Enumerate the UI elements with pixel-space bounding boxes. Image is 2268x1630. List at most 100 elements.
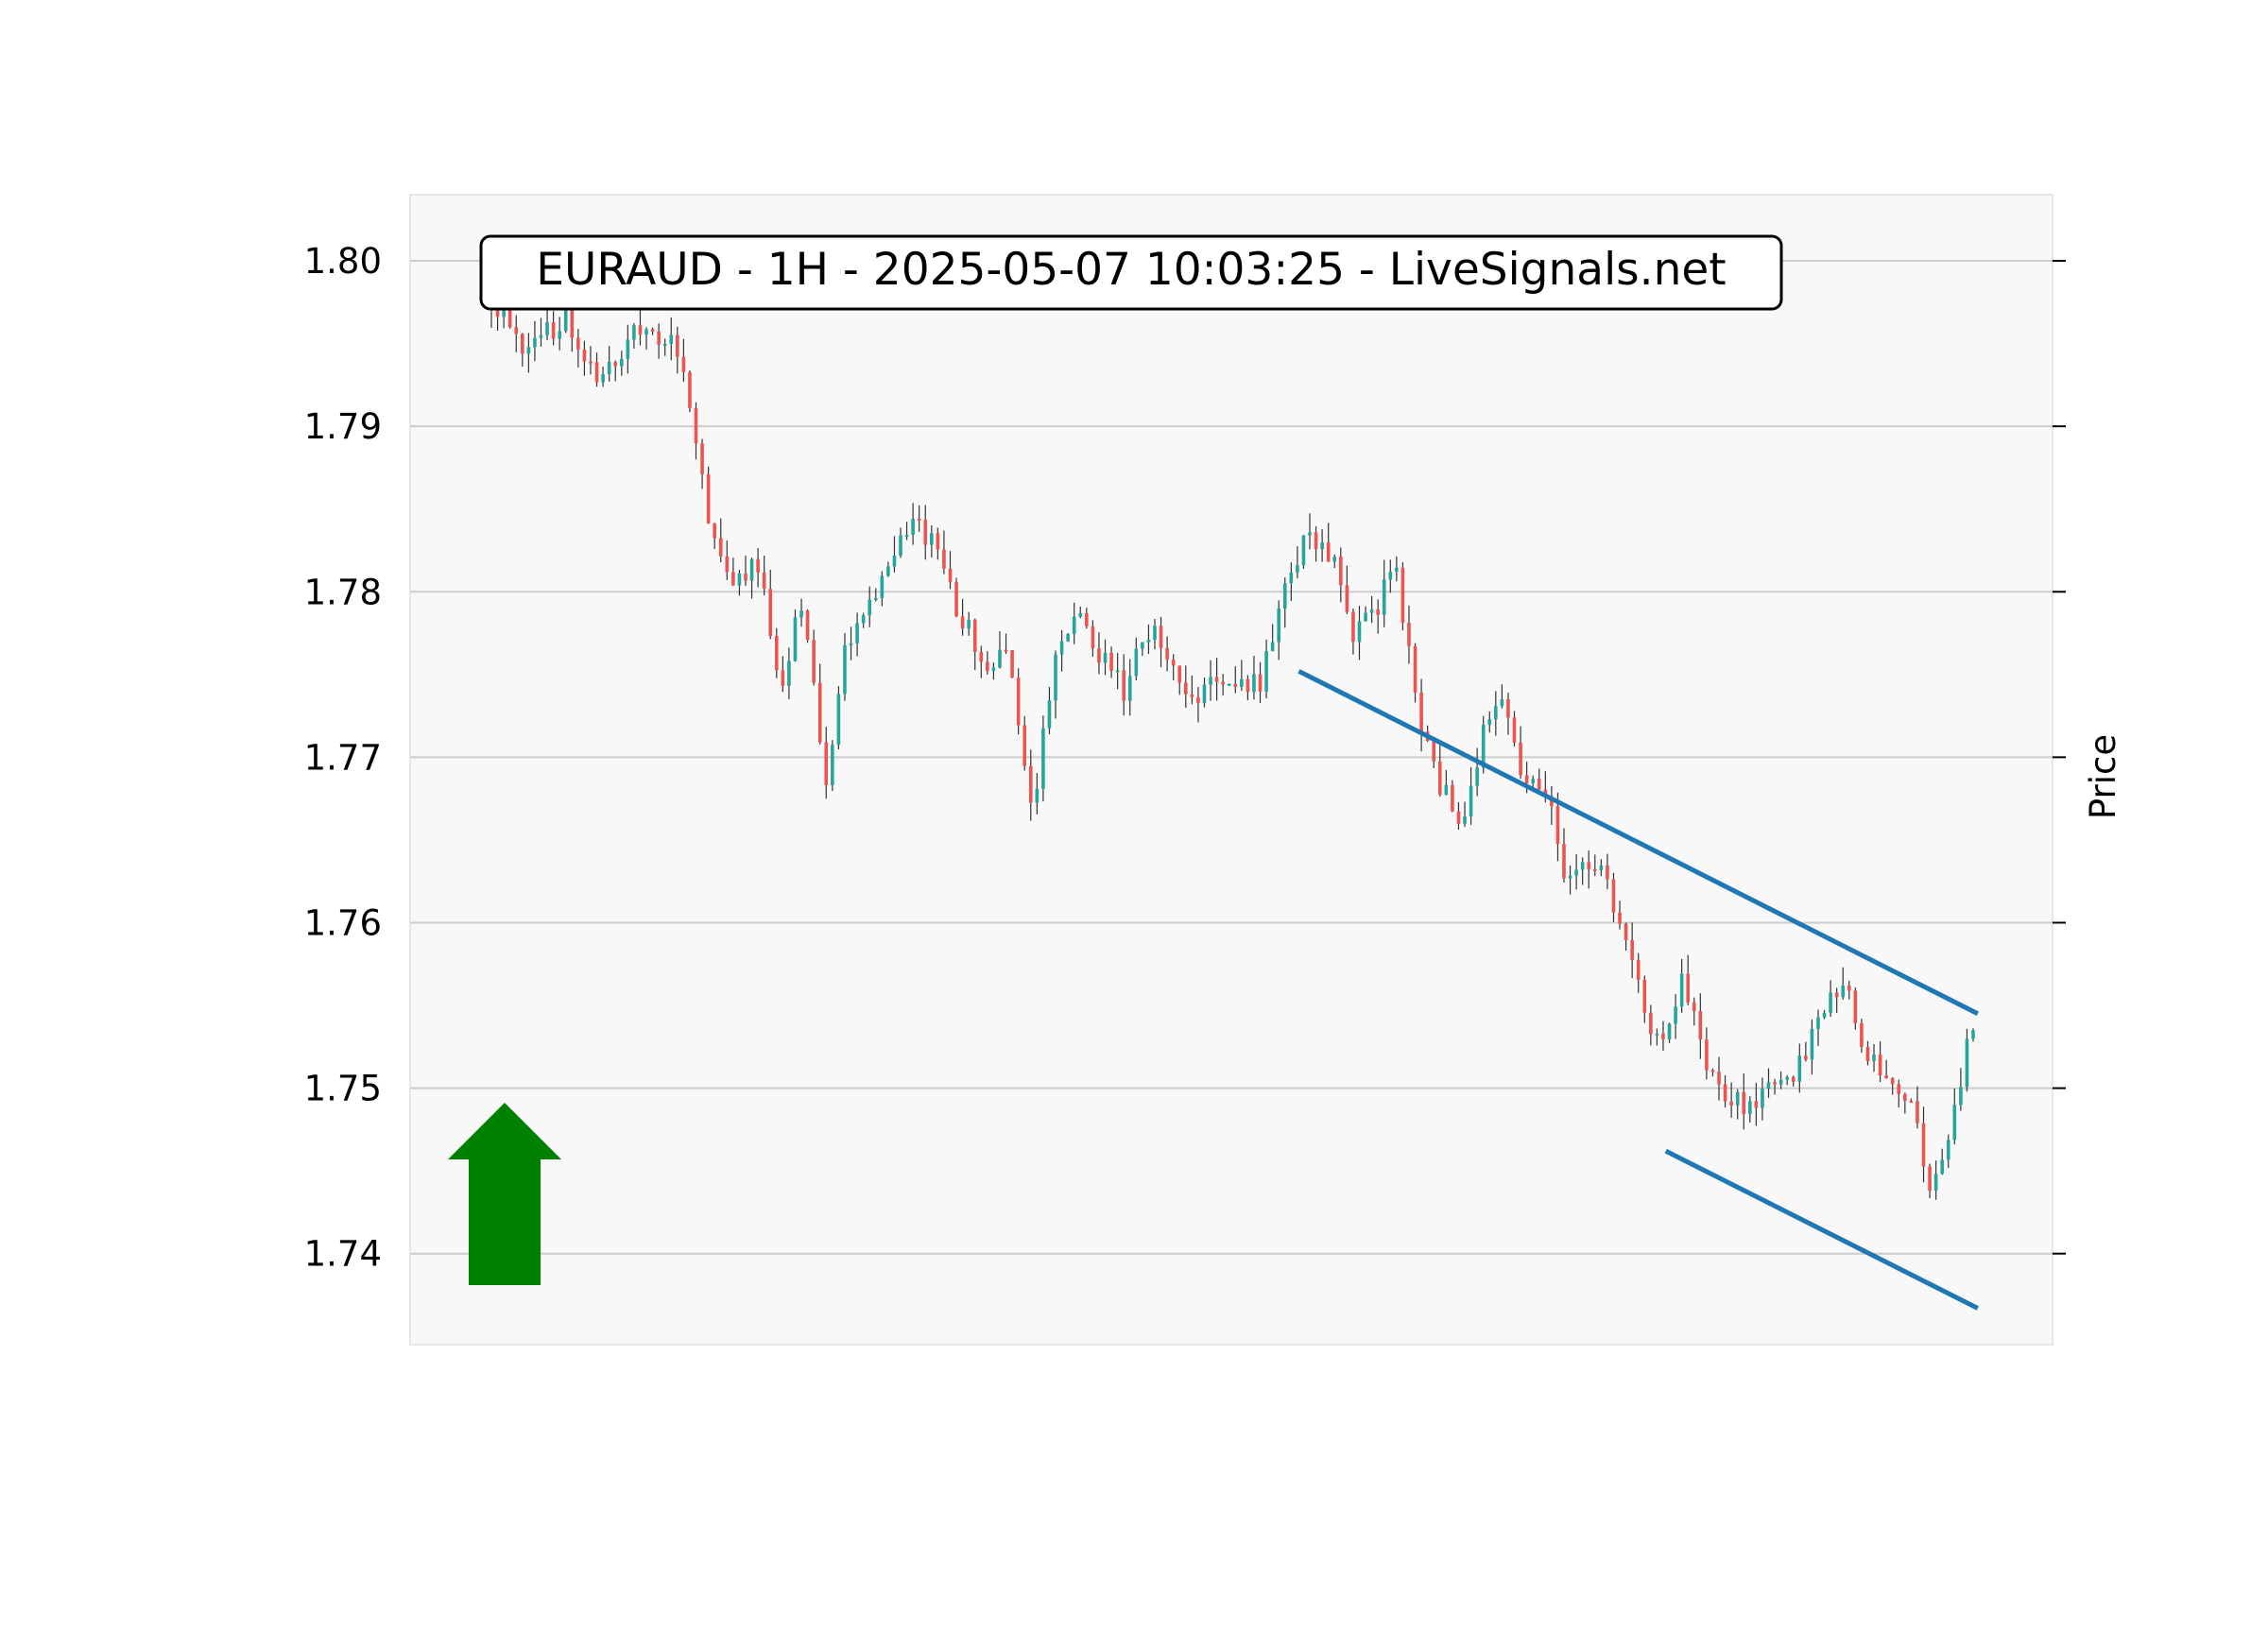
candle-bullish xyxy=(991,667,996,672)
candle-bearish xyxy=(1004,649,1008,652)
candle-bullish xyxy=(861,615,866,624)
candle-bullish xyxy=(873,597,878,600)
candle-bullish xyxy=(1971,1030,1975,1039)
candle-bearish xyxy=(1122,670,1125,701)
candle-bearish xyxy=(1723,1084,1727,1102)
candle-bearish xyxy=(812,640,816,683)
y-tick-label: 1.79 xyxy=(304,406,382,447)
candle-bearish xyxy=(1847,986,1851,991)
candle-bearish xyxy=(1028,765,1033,803)
candle-bullish xyxy=(1072,616,1076,634)
candle-bullish xyxy=(1041,728,1045,789)
candle-bearish xyxy=(744,573,747,581)
candle-bearish xyxy=(1853,990,1858,1023)
candle-bearish xyxy=(1642,979,1647,1013)
candle-bullish xyxy=(1674,1006,1677,1024)
candle-bullish xyxy=(1047,700,1052,729)
candle-bearish xyxy=(520,334,524,354)
candle-bearish xyxy=(1010,650,1014,678)
candle-bearish xyxy=(1109,652,1113,671)
candle-bullish xyxy=(1778,1079,1783,1085)
candle-bearish xyxy=(688,371,692,408)
candle-bearish xyxy=(1878,1054,1882,1076)
candle-bullish xyxy=(911,518,915,536)
candle-bullish xyxy=(843,644,847,695)
candle-bullish xyxy=(1816,1017,1820,1029)
candle-bearish xyxy=(1437,761,1442,795)
candle-bearish xyxy=(514,327,519,335)
candle-bullish xyxy=(662,343,667,346)
candle-bullish xyxy=(607,362,611,375)
candle-bullish xyxy=(1332,557,1337,562)
candle-bearish xyxy=(1519,742,1522,776)
candle-bearish xyxy=(972,619,977,652)
candle-bullish xyxy=(1264,651,1268,692)
candle-bullish xyxy=(1797,1055,1802,1082)
candle-bearish xyxy=(1159,626,1163,648)
candle-bullish xyxy=(1209,677,1212,685)
candle-bearish xyxy=(917,518,921,521)
y-tick-label: 1.78 xyxy=(304,572,382,612)
candle-bullish xyxy=(1078,612,1083,617)
candle-bearish xyxy=(1754,1101,1759,1108)
candle-bearish xyxy=(1413,645,1418,693)
candle-bearish xyxy=(1512,717,1517,743)
y-tick-label: 1.75 xyxy=(304,1069,382,1109)
candle-bearish xyxy=(576,337,580,351)
candle-bearish xyxy=(1618,912,1622,924)
chart-title: EURAUD - 1H - 2025-05-07 10:03:25 - Live… xyxy=(536,244,1726,296)
candle-bearish xyxy=(1865,1047,1870,1062)
candle-bullish xyxy=(1296,565,1299,573)
candle-bearish xyxy=(1636,959,1641,980)
candle-bearish xyxy=(824,742,829,785)
candle-bearish xyxy=(1921,1123,1926,1167)
candle-bearish xyxy=(1221,681,1225,685)
candle-bearish xyxy=(1432,740,1436,762)
candle-bearish xyxy=(1456,811,1461,824)
candle-bearish xyxy=(1717,1072,1721,1085)
candle-bullish xyxy=(1463,816,1467,824)
candle-bullish xyxy=(533,337,537,348)
candle-bearish xyxy=(1351,611,1355,643)
candle-bullish xyxy=(1494,706,1498,720)
candle-bullish xyxy=(1364,612,1367,622)
candle-bullish xyxy=(502,305,506,317)
candle-bearish xyxy=(1562,844,1566,879)
candle-bearish xyxy=(706,473,711,523)
candle-bullish xyxy=(880,575,885,598)
candle-bearish xyxy=(694,407,698,444)
candle-bearish xyxy=(762,572,766,590)
candle-bullish xyxy=(1481,724,1486,768)
candle-bullish xyxy=(1270,642,1275,652)
candle-bearish xyxy=(923,520,928,545)
trendline-upper xyxy=(1297,669,1979,1017)
candle-bullish xyxy=(545,322,549,335)
candle-bullish xyxy=(1940,1159,1945,1175)
candle-bullish xyxy=(619,358,624,367)
candle-bearish xyxy=(681,356,686,372)
candle-bullish xyxy=(1761,1089,1764,1108)
candle-bearish xyxy=(1196,696,1200,704)
candle-bearish xyxy=(1314,532,1318,550)
candle-bullish xyxy=(1066,633,1070,642)
candle-bullish xyxy=(1580,862,1585,870)
candle-bearish xyxy=(1543,789,1548,797)
candle-bullish xyxy=(1500,699,1504,707)
candle-bullish xyxy=(1289,572,1294,584)
candle-bullish xyxy=(563,308,568,332)
candle-bearish xyxy=(1555,806,1560,845)
candle-bearish xyxy=(756,558,760,573)
candle-bearish xyxy=(1611,879,1616,913)
candle-bullish xyxy=(1599,865,1604,870)
candle-bullish xyxy=(1103,652,1108,663)
candle-bearish xyxy=(613,362,618,367)
candle-bearish xyxy=(1246,678,1250,693)
candle-bearish xyxy=(1400,567,1405,624)
candle-bearish xyxy=(1339,557,1343,586)
candle-bearish xyxy=(942,549,946,569)
candle-bearish xyxy=(1165,647,1169,661)
candle-bullish xyxy=(1444,784,1449,795)
candle-bullish xyxy=(1388,571,1393,580)
candle-bullish xyxy=(1308,532,1312,536)
